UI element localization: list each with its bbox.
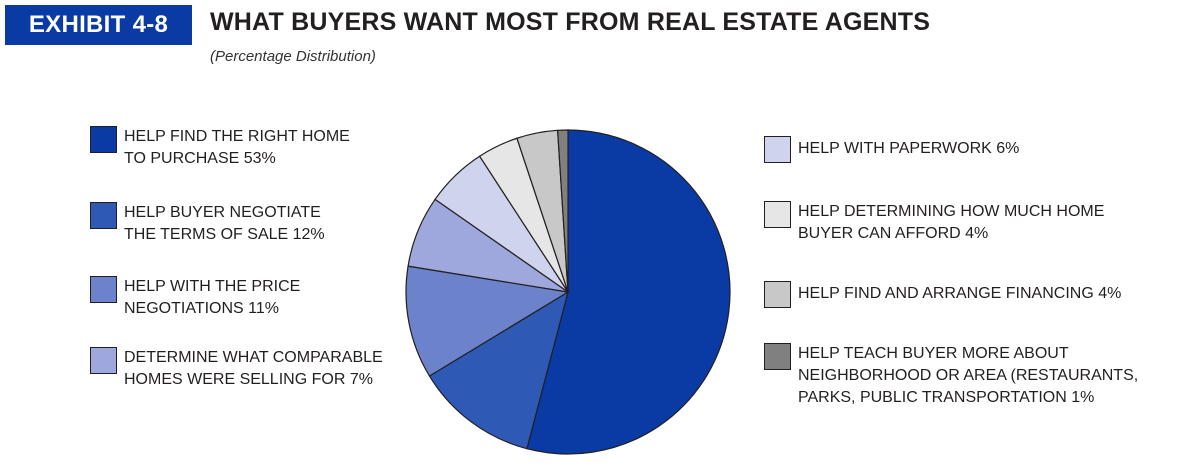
legend-item-paperwork: HELP WITH PAPERWORK 6% xyxy=(764,136,1019,163)
pie-slice-8 xyxy=(556,129,569,293)
legend-swatch xyxy=(90,276,117,303)
legend-swatch xyxy=(764,343,791,370)
legend-label: HELP TEACH BUYER MORE ABOUT NEIGHBORHOOD… xyxy=(798,345,1139,406)
legend-swatch xyxy=(764,136,791,163)
legend-item-find-right-home: HELP FIND THE RIGHT HOME TO PURCHASE 53% xyxy=(90,126,350,170)
legend-label: HELP WITH THE PRICE NEGOTIATIONS 11% xyxy=(124,278,301,317)
pie-slice-2 xyxy=(428,290,569,450)
pie-chart xyxy=(405,129,731,455)
legend-item-financing: HELP FIND AND ARRANGE FINANCING 4% xyxy=(764,281,1121,308)
legend-item-neighborhood: HELP TEACH BUYER MORE ABOUT NEIGHBORHOOD… xyxy=(764,343,1138,409)
legend-label: HELP DETERMINING HOW MUCH HOME BUYER CAN… xyxy=(798,203,1105,242)
legend-item-afford: HELP DETERMINING HOW MUCH HOME BUYER CAN… xyxy=(764,201,1104,245)
legend-swatch xyxy=(90,202,117,229)
chart-title: WHAT BUYERS WANT MOST FROM REAL ESTATE A… xyxy=(210,8,931,36)
chart-subtitle: (Percentage Distribution) xyxy=(210,48,376,65)
legend-swatch xyxy=(90,347,117,374)
exhibit-badge: EXHIBIT 4-8 xyxy=(5,5,192,45)
legend-item-price-negotiations: HELP WITH THE PRICE NEGOTIATIONS 11% xyxy=(90,276,300,320)
legend-swatch xyxy=(90,126,117,153)
legend-item-negotiate-terms: HELP BUYER NEGOTIATE THE TERMS OF SALE 1… xyxy=(90,202,325,246)
legend-label: HELP WITH PAPERWORK 6% xyxy=(798,140,1020,157)
legend-swatch xyxy=(764,281,791,308)
pie-slice-3 xyxy=(405,265,570,377)
legend-item-comparable-homes: DETERMINE WHAT COMPARABLE HOMES WERE SEL… xyxy=(90,347,383,391)
legend-label: HELP FIND THE RIGHT HOME TO PURCHASE 53% xyxy=(124,128,350,167)
legend-swatch xyxy=(764,201,791,228)
legend-label: DETERMINE WHAT COMPARABLE HOMES WERE SEL… xyxy=(124,349,383,388)
legend-label: HELP FIND AND ARRANGE FINANCING 4% xyxy=(798,285,1122,302)
legend-label: HELP BUYER NEGOTIATE THE TERMS OF SALE 1… xyxy=(124,204,325,243)
pie-slice-1 xyxy=(526,129,731,455)
